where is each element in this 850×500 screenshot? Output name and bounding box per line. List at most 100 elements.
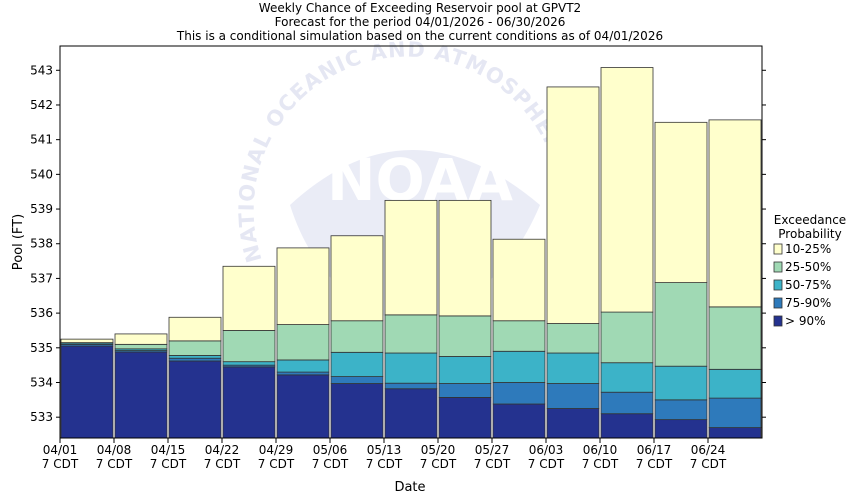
bar-segment-11-0 xyxy=(654,419,708,439)
x-tick-date-7: 05/20 xyxy=(421,443,456,457)
legend-swatch-3 xyxy=(773,297,783,309)
bar-segment-9-2 xyxy=(546,352,600,384)
bar-segment-3-2 xyxy=(222,361,276,366)
bar-segment-6-4 xyxy=(384,199,438,316)
x-tick-tz-1: 7 CDT xyxy=(96,457,133,471)
x-tick-date-12: 06/24 xyxy=(691,443,726,457)
legend-label-3: 75-90% xyxy=(785,296,831,310)
bar-segment-10-2 xyxy=(600,362,654,393)
bar-segment-1-4 xyxy=(114,333,168,345)
bar-segment-6-0 xyxy=(384,388,438,439)
x-tick-date-5: 05/06 xyxy=(313,443,348,457)
y-axis-label: Pool (FT) xyxy=(11,214,26,270)
bar-segment-7-0 xyxy=(438,397,492,439)
bar-segment-4-2 xyxy=(276,359,330,373)
legend-title-line-1: Exceedance xyxy=(774,213,846,227)
bar-segment-4-0 xyxy=(276,374,330,439)
bar-segment-6-2 xyxy=(384,352,438,384)
x-tick-date-2: 04/15 xyxy=(151,443,186,457)
bar-segment-8-3 xyxy=(492,320,546,352)
y-tick-label-4: 537 xyxy=(30,271,53,285)
x-tick-tz-0: 7 CDT xyxy=(42,457,79,471)
y-tick-label-9: 542 xyxy=(30,98,53,112)
plot-frame xyxy=(59,45,763,439)
bar-segment-8-4 xyxy=(492,238,546,322)
x-tick-tz-9: 7 CDT xyxy=(528,457,565,471)
legend-label-0: 10-25% xyxy=(785,242,831,256)
chart-subtitle: Forecast for the period 04/01/2026 - 06/… xyxy=(275,15,566,29)
bar-segment-2-1 xyxy=(168,357,222,362)
bar-segment-10-1 xyxy=(600,391,654,415)
bar-segment-6-3 xyxy=(384,314,438,354)
x-tick-tz-6: 7 CDT xyxy=(366,457,403,471)
bar-segment-2-2 xyxy=(168,355,222,359)
legend-label-1: 25-50% xyxy=(785,260,831,274)
y-tick-label-1: 534 xyxy=(30,375,53,389)
legend-swatch-1 xyxy=(773,261,783,273)
legend-label-2: 50-75% xyxy=(785,278,831,292)
legend-swatch-2 xyxy=(773,279,783,291)
bar-segment-0-4 xyxy=(60,338,114,344)
bar-segment-9-0 xyxy=(546,408,600,439)
bar-segment-6-1 xyxy=(384,382,438,390)
bar-segment-11-4 xyxy=(654,121,708,283)
bar-segment-11-2 xyxy=(654,365,708,401)
x-axis-label: Date xyxy=(394,480,425,495)
x-tick-date-10: 06/10 xyxy=(583,443,618,457)
y-tick-label-8: 541 xyxy=(30,133,53,147)
bar-segment-11-3 xyxy=(654,282,708,367)
legend: Exceedance Probability 10-25% 25-50% 50-75… xyxy=(773,213,846,328)
x-tick-date-6: 05/13 xyxy=(367,443,402,457)
bar-segment-4-1 xyxy=(276,371,330,376)
bar-segment-10-4 xyxy=(600,67,654,313)
legend-title-line-2: Probability xyxy=(778,227,841,241)
bar-segment-2-3 xyxy=(168,340,222,356)
bar-segment-10-0 xyxy=(600,413,654,439)
bar-segment-12-2 xyxy=(708,368,762,399)
x-tick-tz-12: 7 CDT xyxy=(690,457,727,471)
x-tick-tz-2: 7 CDT xyxy=(150,457,187,471)
x-tick-date-9: 06/03 xyxy=(529,443,564,457)
bar-segment-9-1 xyxy=(546,383,600,409)
bar-segment-7-2 xyxy=(438,356,492,384)
bar-segment-0-0 xyxy=(60,345,114,439)
bar-segment-1-3 xyxy=(114,343,168,350)
y-tick-label-5: 538 xyxy=(30,237,53,251)
bar-segment-5-0 xyxy=(330,383,384,439)
bar-segment-8-0 xyxy=(492,403,546,439)
legend-label-4: > 90% xyxy=(785,314,826,328)
bar-segment-5-1 xyxy=(330,376,384,384)
x-tick-date-4: 04/29 xyxy=(259,443,294,457)
chart-title: Weekly Chance of Exceeding Reservoir poo… xyxy=(259,1,581,15)
bar-segment-5-2 xyxy=(330,351,384,377)
bar-segment-4-4 xyxy=(276,247,330,325)
bar-segment-2-0 xyxy=(168,360,222,439)
legend-swatch-4 xyxy=(773,315,783,327)
x-tick-tz-11: 7 CDT xyxy=(636,457,673,471)
bar-segment-12-0 xyxy=(708,427,762,439)
y-tick-label-2: 535 xyxy=(30,341,53,355)
bar-segment-8-1 xyxy=(492,382,546,405)
bar-segment-10-3 xyxy=(600,311,654,364)
bars-group xyxy=(60,67,762,439)
bar-segment-3-4 xyxy=(222,265,276,331)
y-axis: 533 534 535 536 537 538 539 540 541 542 543 xyxy=(30,63,766,424)
bar-segment-9-4 xyxy=(546,86,600,324)
y-tick-label-7: 540 xyxy=(30,167,53,181)
x-tick-tz-3: 7 CDT xyxy=(204,457,241,471)
x-tick-tz-8: 7 CDT xyxy=(474,457,511,471)
bar-segment-1-0 xyxy=(114,351,168,439)
bar-segment-7-3 xyxy=(438,315,492,357)
bar-segment-8-2 xyxy=(492,350,546,383)
x-tick-tz-10: 7 CDT xyxy=(582,457,619,471)
x-tick-date-0: 04/01 xyxy=(43,443,78,457)
bar-segment-5-3 xyxy=(330,320,384,353)
x-tick-tz-7: 7 CDT xyxy=(420,457,457,471)
x-tick-tz-4: 7 CDT xyxy=(258,457,295,471)
bar-segment-12-4 xyxy=(708,119,762,308)
y-tick-label-6: 539 xyxy=(30,202,53,216)
y-tick-label-10: 543 xyxy=(30,63,53,77)
bar-segment-3-3 xyxy=(222,330,276,363)
x-tick-tz-5: 7 CDT xyxy=(312,457,349,471)
